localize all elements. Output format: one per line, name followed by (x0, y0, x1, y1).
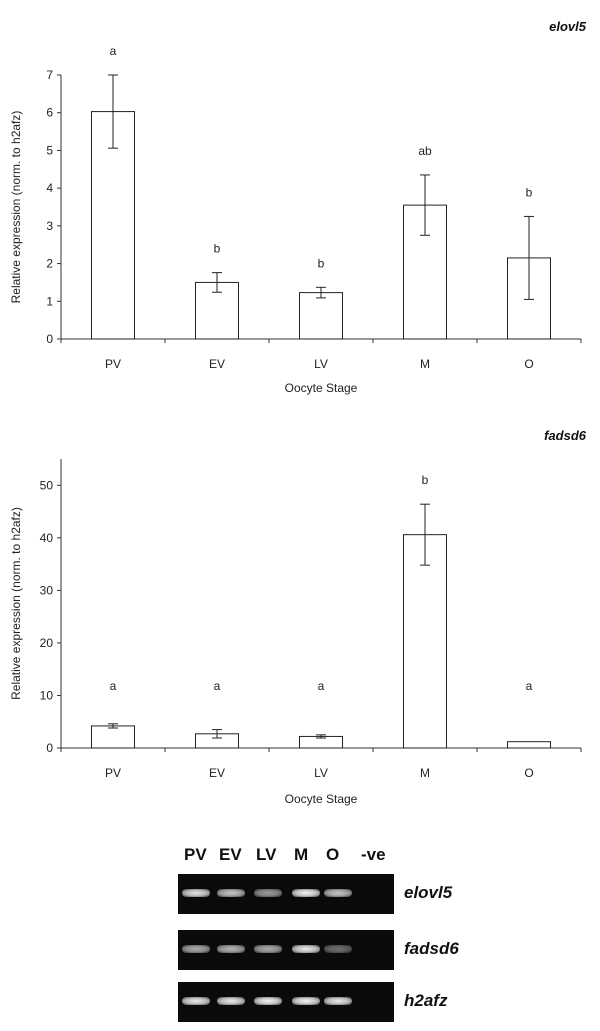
elovl5-chart: elovl5 0 1 2 3 4 5 6 7 a PV b EV b LV ab Mb O Oocyte Stage… (9, 19, 587, 395)
gel-gene-label: elovl5 (404, 883, 453, 902)
y-tick-label: 50 (40, 478, 54, 492)
chart-title: fadsd6 (544, 428, 587, 443)
y-tick-label: 0 (46, 741, 53, 755)
gel-band (324, 889, 352, 897)
gel-band (324, 945, 352, 953)
bar (299, 292, 343, 340)
y-tick-label: 10 (40, 688, 54, 702)
bar (507, 741, 551, 749)
gel-lane-label: LV (256, 845, 277, 864)
category-label: PV (105, 357, 121, 371)
gel-lane-label: O (326, 845, 340, 864)
gel-row (178, 874, 394, 914)
gel-band (292, 945, 320, 953)
significance-label: b (318, 256, 325, 270)
y-tick-label: 5 (46, 143, 53, 157)
category-label: LV (314, 357, 328, 371)
y-axis-label: Relative expression (norm. to h2afz) (9, 507, 23, 700)
category-label: LV (314, 766, 328, 780)
y-tick-label: 4 (46, 181, 53, 195)
gel-band (254, 997, 282, 1005)
gel-band (182, 945, 210, 953)
y-axis-label: Relative expression (norm. to h2afz) (9, 111, 23, 304)
gel-band (217, 945, 245, 953)
significance-label: b (214, 242, 221, 256)
x-axis-label: Oocyte Stage (285, 381, 358, 395)
bar (403, 534, 447, 749)
gel-lane-label: -ve (361, 845, 386, 864)
x-axis-label: Oocyte Stage (285, 792, 358, 806)
y-tick-label: 20 (40, 636, 54, 650)
gel-row (178, 930, 394, 970)
category-label: EV (209, 766, 225, 780)
y-tick-label: 7 (46, 68, 53, 82)
gel-gene-label: fadsd6 (404, 939, 459, 958)
gel-band (182, 997, 210, 1005)
gel-band (292, 997, 320, 1005)
gel-band (217, 997, 245, 1005)
significance-label: b (422, 473, 429, 487)
chart-title: elovl5 (549, 19, 587, 34)
category-label: O (524, 357, 533, 371)
significance-label: a (110, 44, 117, 58)
significance-label: a (318, 679, 325, 693)
significance-label: ab (418, 144, 432, 158)
bar (91, 111, 135, 340)
gel-lane-label: PV (184, 845, 207, 864)
significance-label: a (214, 679, 221, 693)
gel-lane-label: EV (219, 845, 242, 864)
category-label: M (420, 766, 430, 780)
y-tick-label: 0 (46, 332, 53, 346)
bar (91, 725, 135, 749)
category-label: EV (209, 357, 225, 371)
category-label: O (524, 766, 533, 780)
gel-band (182, 889, 210, 897)
gel-gene-label: h2afz (404, 991, 448, 1010)
significance-label: b (526, 185, 533, 199)
y-tick-label: 30 (40, 583, 54, 597)
category-label: M (420, 357, 430, 371)
gel-band (292, 889, 320, 897)
y-tick-label: 3 (46, 219, 53, 233)
gel-row (178, 982, 394, 1022)
gel-band (324, 997, 352, 1005)
y-tick-label: 2 (46, 257, 53, 271)
fadsd6-chart: fadsd6 0 10 20 30 40 50 a PV a EV a LV b Ma O Oocyte Sta… (9, 428, 587, 806)
category-label: PV (105, 766, 121, 780)
gel-band (217, 889, 245, 897)
significance-label: a (110, 679, 117, 693)
significance-label: a (526, 679, 533, 693)
y-tick-label: 1 (46, 294, 53, 308)
gel-band (254, 945, 282, 953)
gel-lane-label: M (294, 845, 309, 864)
gel-band (254, 889, 282, 897)
y-tick-label: 6 (46, 106, 53, 120)
y-tick-label: 40 (40, 531, 54, 545)
